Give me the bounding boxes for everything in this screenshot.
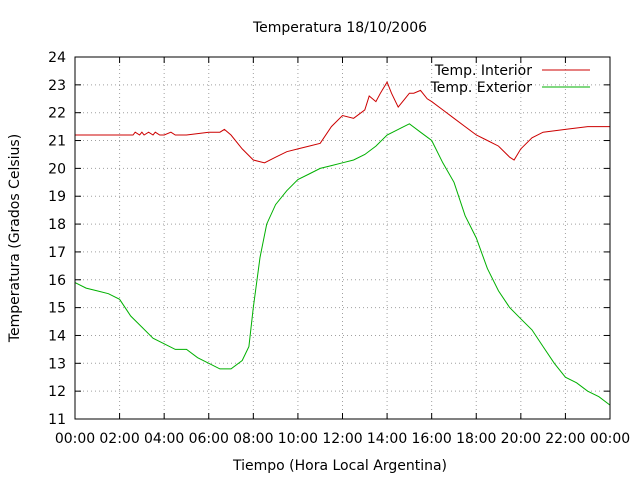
y-tick-label: 16 <box>48 273 66 289</box>
y-tick-label: 12 <box>48 384 66 400</box>
y-tick-label: 17 <box>48 245 66 261</box>
y-tick-label: 19 <box>48 189 66 205</box>
x-tick-label: 16:00 <box>411 431 451 447</box>
y-tick-label: 11 <box>48 412 66 428</box>
y-tick-label: 23 <box>48 78 66 94</box>
y-tick-label: 14 <box>48 328 66 344</box>
x-tick-label: 00:00 <box>55 431 95 447</box>
x-tick-label: 12:00 <box>322 431 362 447</box>
x-tick-label: 04:00 <box>144 431 184 447</box>
x-tick-label: 18:00 <box>456 431 496 447</box>
x-tick-label: 10:00 <box>278 431 318 447</box>
y-axis-label: Temperatura (Grados Celsius) <box>7 134 23 343</box>
legend-label: Temp. Interior <box>434 63 533 79</box>
grid-lines <box>75 57 610 419</box>
y-tick-label: 15 <box>48 301 66 317</box>
x-tick-label: 06:00 <box>189 431 229 447</box>
x-tick-label: 22:00 <box>545 431 585 447</box>
chart-title: Temperatura 18/10/2006 <box>252 20 427 36</box>
x-tick-label: 14:00 <box>367 431 407 447</box>
x-tick-label: 02:00 <box>99 431 139 447</box>
series-line-interior <box>75 80 610 164</box>
x-axis-label: Tiempo (Hora Local Argentina) <box>232 458 447 474</box>
y-tick-label: 13 <box>48 356 66 372</box>
x-tick-label: 00:00 <box>590 431 630 447</box>
x-tick-label: 08:00 <box>233 431 273 447</box>
series-lines <box>74 80 611 406</box>
y-tick-label: 21 <box>48 134 66 150</box>
x-tick-label: 20:00 <box>501 431 541 447</box>
y-tick-label: 18 <box>48 217 66 233</box>
y-tick-labels: 11 12 13 14 15 16 17 18 19 20 21 22 23 24 <box>48 50 66 428</box>
x-tick-labels: 00:00 02:00 04:00 06:00 08:00 10:00 12:00 14:00… <box>55 431 630 447</box>
y-tick-label: 22 <box>48 106 66 122</box>
y-tick-label: 24 <box>48 50 66 66</box>
axis-ticks <box>74 56 611 420</box>
series-line-exterior <box>74 123 611 406</box>
legend-label: Temp. Exterior <box>430 80 533 96</box>
y-tick-label: 20 <box>48 161 66 177</box>
